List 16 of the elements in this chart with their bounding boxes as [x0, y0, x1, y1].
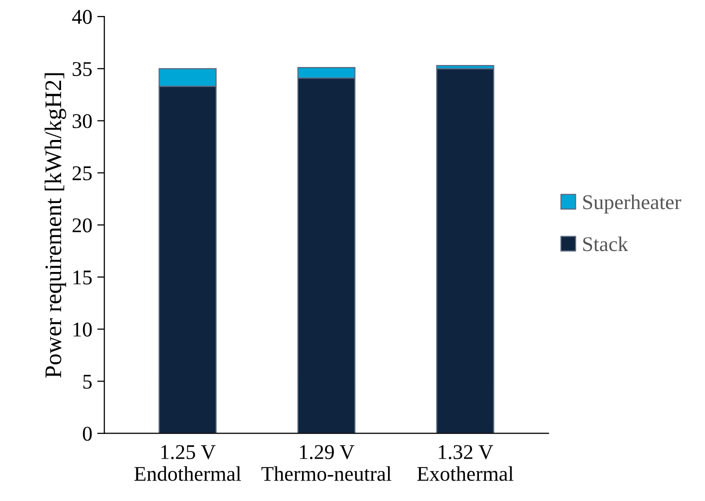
y-tick-label: 30: [72, 114, 92, 128]
y-tick-label: 15: [74, 270, 92, 284]
bar: [436, 68, 494, 434]
y-tick-label: 40: [72, 10, 92, 24]
y-tick-label: 10: [74, 322, 92, 337]
legend-label: Superheater: [583, 194, 682, 214]
x-tick-label: 1.32 V Exothermal: [417, 445, 514, 481]
y-tick-label: 35: [72, 62, 92, 76]
legend-label: Stack: [583, 236, 628, 252]
y-tick-label: 20: [72, 218, 92, 232]
y-tick-label: 0: [82, 426, 92, 441]
x-tick-label: 1.29 V Thermo-neutral: [261, 445, 392, 481]
y-tick-label: 5: [83, 374, 92, 389]
y-axis-title: Power requirement [kWh/kgH2]: [44, 73, 66, 378]
x-tick-label: 1.25 V Endothermal: [134, 445, 242, 481]
y-tick-label: 25: [72, 166, 92, 180]
